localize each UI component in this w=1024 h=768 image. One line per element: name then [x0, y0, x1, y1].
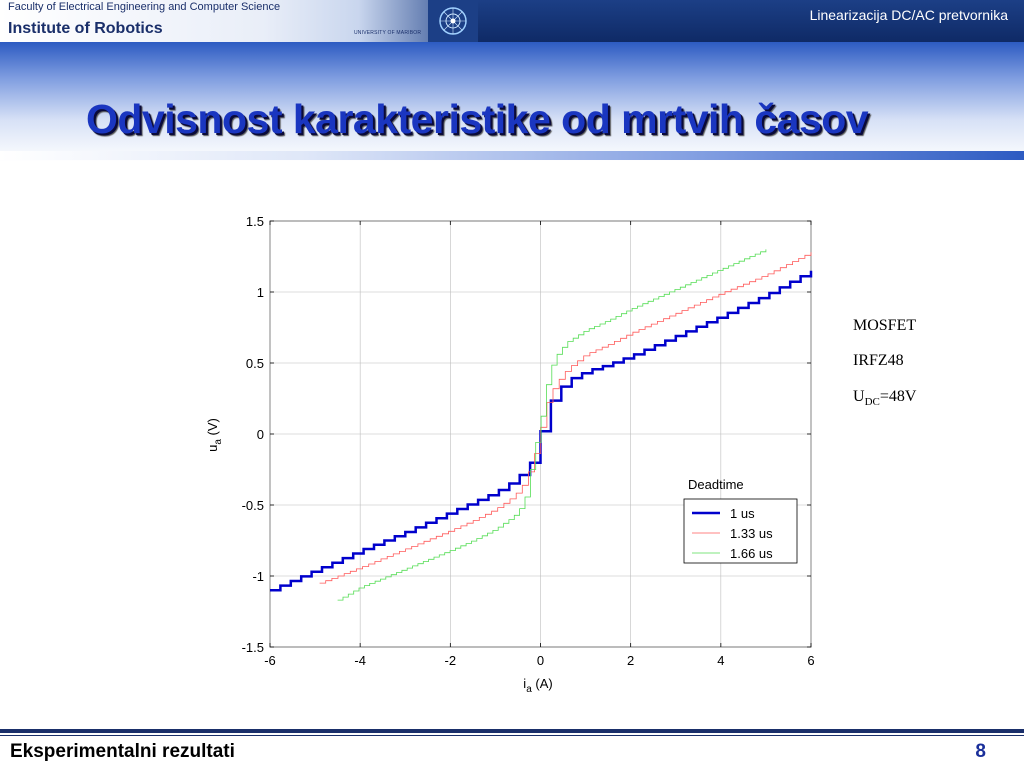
title-underline	[0, 151, 1024, 160]
x-tick-label: -6	[264, 653, 276, 668]
faculty-name: Faculty of Electrical Engineering and Co…	[8, 1, 281, 13]
part-number-note: IRFZ48	[853, 352, 904, 369]
y-tick-label: 0.5	[246, 356, 264, 371]
y-axis-label: ua (V)	[205, 418, 224, 452]
institute-name: Institute of Robotics	[8, 20, 163, 37]
header-banner: Faculty of Electrical Engineering and Co…	[0, 0, 1024, 42]
chart-legend: Deadtime 1 us 1.33 us 1.66 us	[683, 477, 798, 564]
footer-divider-thin	[0, 735, 1024, 736]
y-tick-label: -1.5	[242, 640, 264, 655]
x-tick-label: -4	[354, 653, 366, 668]
device-type-note: MOSFET	[853, 317, 917, 334]
university-logo-icon	[428, 0, 478, 42]
x-tick-label: -2	[445, 653, 457, 668]
x-tick-label: 0	[537, 653, 544, 668]
legend-label: 1 us	[730, 506, 755, 521]
y-tick-label: -1	[252, 569, 264, 584]
x-axis-label: ia (A)	[523, 676, 552, 695]
y-tick-label: 1.5	[246, 214, 264, 229]
supply-voltage-note: UDC=48V	[853, 388, 917, 408]
institute-branding: Faculty of Electrical Engineering and Co…	[0, 0, 478, 42]
footer-divider	[0, 729, 1024, 733]
legend-title: Deadtime	[688, 477, 744, 492]
deadtime-characteristic-chart: -6 -4 -2 0 2 4 6 -1.5 -1 -0.5 0 0.5 1 1.5 ia (A) ua (…	[205, 214, 815, 695]
slide-title: Odvisnost karakteristike od mrtvih časov	[86, 96, 869, 142]
chart-ticks: -6 -4 -2 0 2 4 6 -1.5 -1 -0.5 0 0.5 1 1.5	[242, 214, 815, 668]
y-tick-label: 1	[257, 285, 264, 300]
series-line-1-33-us	[319, 252, 812, 584]
x-tick-label: 2	[627, 653, 634, 668]
legend-label: 1.66 us	[730, 546, 773, 561]
chart-series	[270, 249, 813, 601]
university-name: UNIVERSITY OF MARIBOR	[354, 30, 422, 36]
y-tick-label: 0	[257, 427, 264, 442]
presentation-title: Linearizacija DC/AC pretvornika	[809, 7, 1008, 23]
page-number: 8	[975, 741, 986, 762]
y-tick-label: -0.5	[242, 498, 264, 513]
title-band	[0, 42, 1024, 162]
section-name: Eksperimentalni rezultati	[10, 741, 235, 762]
x-tick-label: 4	[717, 653, 724, 668]
x-tick-label: 6	[807, 653, 814, 668]
series-line-1-66-us	[337, 249, 767, 601]
legend-label: 1.33 us	[730, 526, 773, 541]
